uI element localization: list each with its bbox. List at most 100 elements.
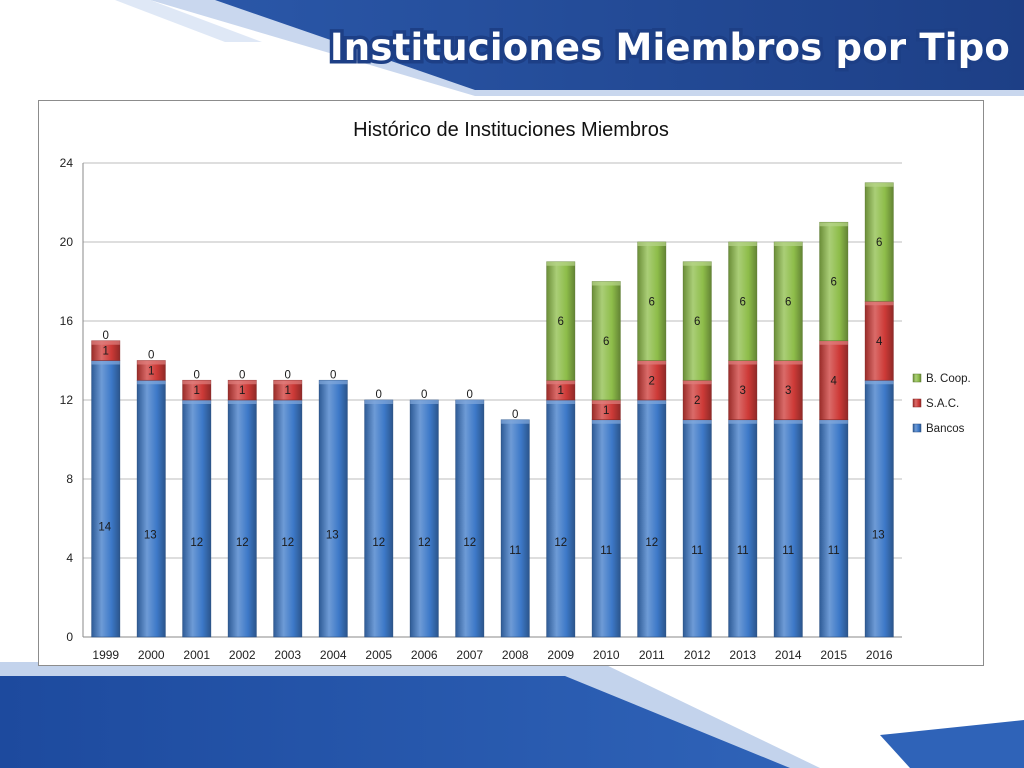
bar-cap	[592, 419, 621, 424]
data-label: 0	[285, 369, 291, 381]
bar-cap	[91, 360, 120, 365]
data-label: 1	[194, 385, 200, 397]
legend-swatch	[912, 423, 922, 433]
bar-cap	[637, 400, 666, 404]
chart-container: Histórico de Instituciones Miembros 14 1 0…	[38, 100, 984, 666]
bar-cap	[865, 182, 894, 187]
bar-bancos-2014	[773, 419, 803, 638]
bar-cap	[774, 419, 803, 424]
x-tick-label: 2010	[593, 648, 620, 662]
data-label: 6	[740, 296, 746, 308]
bar-cap	[592, 400, 621, 404]
bar-s-a-c-2016	[864, 300, 894, 381]
bar-b-coop-2012	[682, 261, 712, 381]
bar-cap	[819, 419, 848, 424]
data-label: 11	[600, 545, 612, 557]
data-label: 12	[418, 537, 431, 549]
bar-cap	[683, 380, 712, 385]
x-tick-label: 2007	[456, 648, 483, 662]
bars: 1410131012101210121013012012012011012161…	[91, 182, 894, 638]
bar-group-2002: 12 1 0	[227, 369, 257, 638]
bar-cap	[728, 419, 757, 424]
data-label: 12	[372, 537, 385, 549]
x-tick-label: 2002	[229, 648, 256, 662]
bar-bancos-2010	[591, 419, 621, 638]
bar-cap	[683, 261, 712, 266]
bar-bancos-2008	[500, 419, 530, 638]
data-label: 0	[376, 389, 382, 401]
legend-entry: S.A.C.	[926, 398, 959, 410]
x-tick-label: 2011	[639, 648, 665, 662]
bar-group-2011: 12 2 6	[637, 241, 667, 638]
x-tick-label: 2008	[502, 648, 529, 662]
bar-group-2007: 12 0	[455, 389, 485, 638]
y-axis: 0 4 8 12 16 20 24	[60, 156, 84, 644]
bar-group-2006: 12 0	[409, 389, 439, 638]
bar-group-2015: 11 4 6	[819, 221, 849, 638]
bar-bancos-2002	[227, 399, 257, 638]
data-label: 12	[554, 537, 567, 549]
bar-b-coop-2011	[637, 241, 667, 361]
data-label: 0	[194, 369, 200, 381]
y-tick-label: 24	[60, 156, 74, 170]
data-label: 6	[603, 336, 609, 348]
bar-bancos-2013	[728, 419, 758, 638]
bar-b-coop-2014	[773, 241, 803, 361]
bar-cap	[137, 360, 166, 365]
bar-cap	[637, 360, 666, 365]
bar-bancos-2016	[864, 379, 894, 638]
bar-group-2013: 11 3 6	[728, 241, 758, 638]
bar-bancos-2005	[364, 399, 394, 638]
bar-cap	[637, 242, 666, 246]
bar-b-coop-2016	[864, 182, 894, 302]
x-tick-label: 2014	[775, 648, 802, 662]
data-label: 6	[785, 296, 791, 308]
bar-group-1999: 14 1 0	[91, 330, 121, 638]
data-label: 11	[691, 545, 703, 557]
data-label: 1	[603, 405, 609, 417]
bar-cap	[546, 380, 575, 385]
x-axis: 1999 2000 2001 2002 2003 2004 2005 2006 2007 2008…	[92, 648, 893, 662]
y-tick-label: 4	[66, 551, 73, 565]
data-label: 0	[512, 409, 518, 421]
bar-s-a-c-2011	[637, 360, 667, 401]
data-label: 11	[828, 545, 840, 557]
bar-cap	[774, 242, 803, 246]
bar-bancos-1999	[91, 360, 121, 638]
bar-group-2004: 13 0	[318, 369, 348, 638]
data-label: 13	[144, 529, 157, 541]
data-label: 1	[285, 385, 291, 397]
bar-bancos-2004	[318, 379, 348, 638]
bar-bancos-2001	[182, 399, 212, 638]
bar-cap	[865, 380, 894, 385]
bar-cap	[728, 360, 757, 365]
y-tick-label: 8	[66, 472, 73, 486]
legend-swatch	[912, 373, 922, 383]
bar-cap	[546, 400, 575, 404]
y-tick-label: 12	[60, 393, 74, 407]
data-label: 6	[649, 296, 655, 308]
data-label: 2	[649, 375, 655, 387]
data-label: 1	[239, 385, 245, 397]
bar-bancos-2012	[682, 419, 712, 638]
bar-cap	[774, 360, 803, 365]
bar-cap	[865, 301, 894, 306]
data-label: 3	[785, 385, 791, 397]
top-band	[215, 0, 1024, 90]
x-tick-label: 2004	[320, 648, 347, 662]
bar-bancos-2007	[455, 399, 485, 638]
legend-entry: B. Coop.	[926, 373, 971, 385]
data-label: 6	[558, 316, 564, 328]
bar-bancos-2006	[409, 399, 439, 638]
bar-bancos-2000	[136, 379, 166, 638]
bar-group-2012: 11 2 6	[682, 261, 712, 638]
bottom-band-right	[880, 720, 1024, 768]
data-label: 6	[831, 277, 837, 289]
legend-swatch	[912, 398, 922, 408]
bar-cap	[819, 222, 848, 227]
data-label: 0	[330, 369, 336, 381]
x-tick-label: 2005	[365, 648, 392, 662]
data-label: 3	[740, 385, 746, 397]
x-tick-label: 2016	[866, 648, 893, 662]
